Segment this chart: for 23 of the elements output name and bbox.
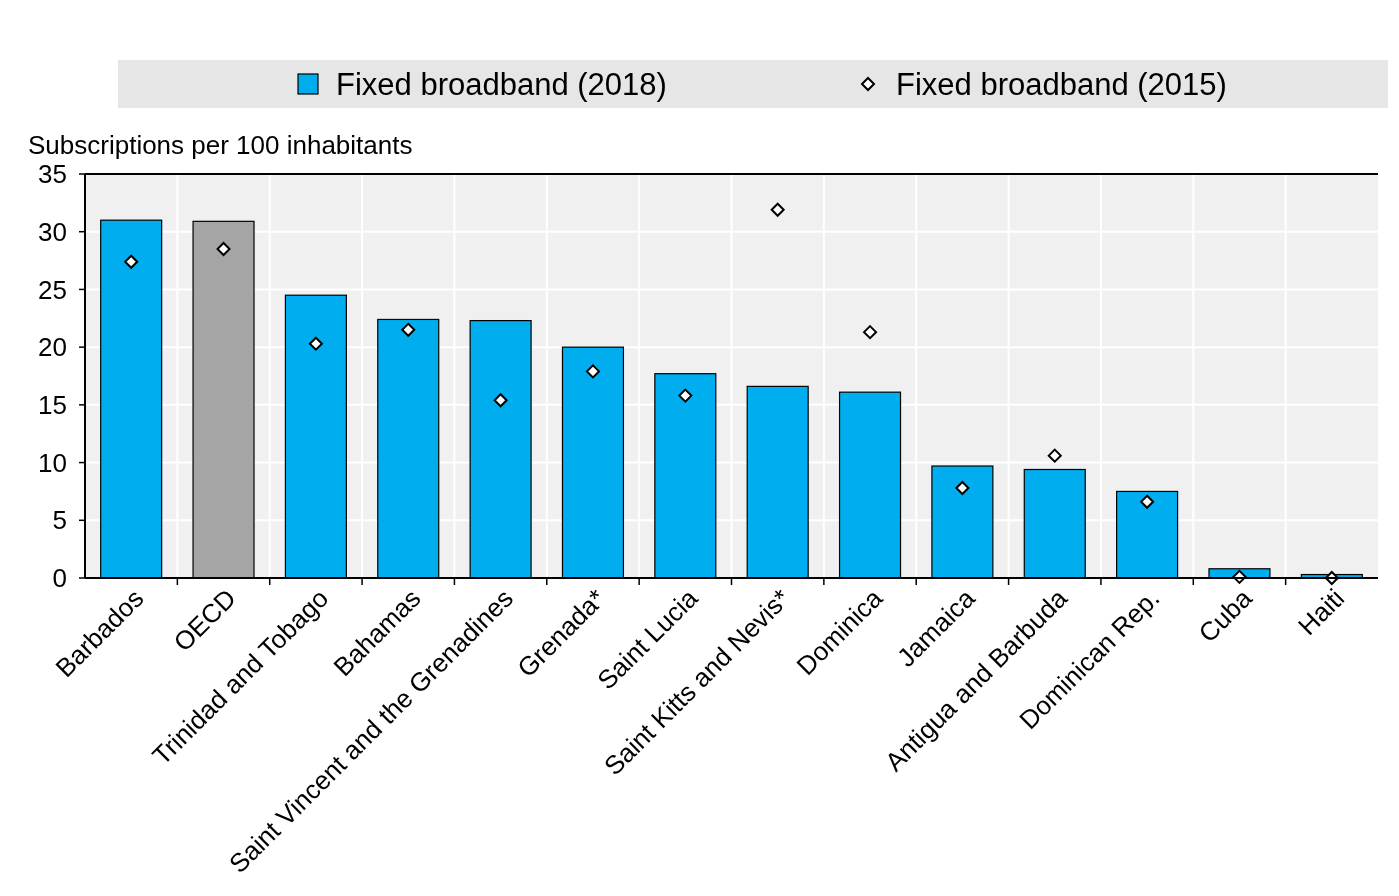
point (401, 322, 416, 337)
point (678, 388, 693, 403)
point (493, 393, 508, 408)
point (308, 336, 323, 351)
point (1047, 448, 1062, 463)
y-tick-label: 30 (38, 216, 67, 247)
y-tick-label: 5 (52, 505, 67, 536)
y-tick-label: 35 (38, 159, 67, 190)
legend-label: Fixed broadband (2015) (896, 67, 1227, 102)
y-tick-label: 0 (52, 563, 67, 594)
y-tick-label: 15 (38, 389, 67, 420)
y-tick-label: 10 (38, 447, 67, 478)
point (216, 242, 231, 257)
y-tick-label: 25 (38, 274, 67, 305)
point (770, 202, 785, 217)
point (1140, 494, 1155, 509)
legend-label: Fixed broadband (2018) (336, 67, 667, 102)
point (863, 325, 878, 340)
point (585, 364, 600, 379)
y-tick-label: 20 (38, 332, 67, 363)
point (124, 254, 139, 269)
point (955, 480, 970, 495)
y-axis-title: Subscriptions per 100 inhabitants (28, 130, 413, 160)
